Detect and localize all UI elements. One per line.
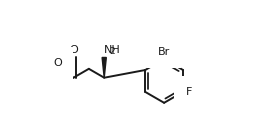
Text: F: F	[186, 87, 192, 97]
Polygon shape	[102, 58, 106, 78]
Text: NH: NH	[103, 45, 120, 55]
Text: O: O	[69, 45, 78, 55]
Text: Br: Br	[158, 47, 170, 57]
Text: O: O	[53, 58, 62, 68]
Text: 2: 2	[109, 47, 115, 56]
